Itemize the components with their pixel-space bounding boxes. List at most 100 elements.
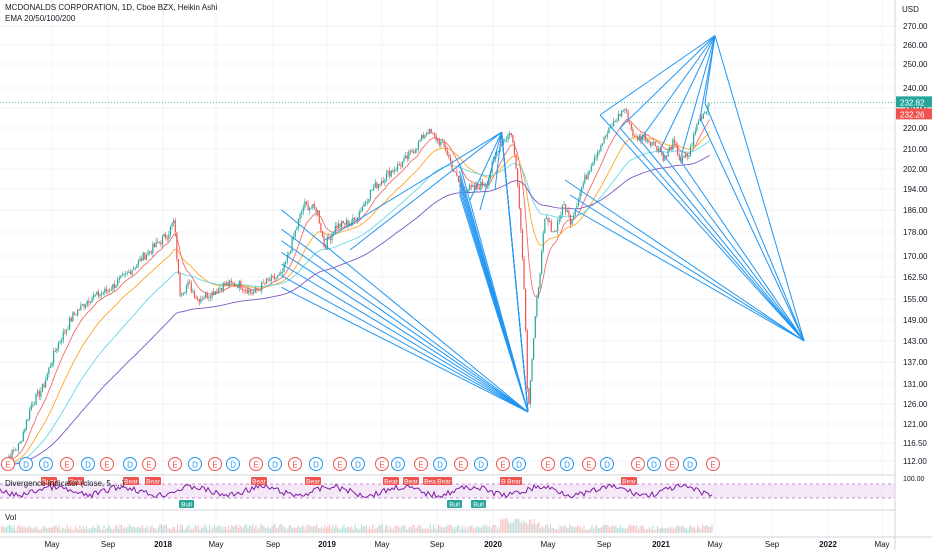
dividend-marker[interactable] xyxy=(19,457,33,471)
earnings-marker[interactable] xyxy=(1,457,15,471)
fib-fan-line[interactable] xyxy=(564,179,805,342)
earnings-marker[interactable] xyxy=(142,457,156,471)
fib-fan-line[interactable] xyxy=(679,159,805,342)
oscillator-label[interactable]: Divergence Indicator (close, 5, ...) xyxy=(5,479,125,488)
volume-bar xyxy=(325,527,327,533)
price-axis[interactable]: USD 112.00 116.50 121.00 126.00 131.00 137.00 1… xyxy=(894,0,932,550)
earnings-marker[interactable] xyxy=(454,457,468,471)
symbol-title[interactable]: MCDONALDS CORPORATION, 1D, Cboe BZX, Hei… xyxy=(5,3,218,12)
dividend-marker[interactable] xyxy=(226,457,240,471)
fib-fan-drawings[interactable] xyxy=(281,35,805,413)
fib-fan-line[interactable] xyxy=(569,194,805,342)
fib-fan-line[interactable] xyxy=(619,35,716,129)
volume-bar xyxy=(495,525,497,533)
price-tick-label: 112.00 xyxy=(903,457,927,466)
earnings-marker[interactable] xyxy=(375,457,389,471)
fib-fan-line[interactable] xyxy=(659,35,716,151)
earnings-marker[interactable] xyxy=(288,457,302,471)
volume-bar xyxy=(337,527,339,533)
dividend-marker[interactable] xyxy=(433,457,447,471)
earnings-marker[interactable] xyxy=(665,457,679,471)
candle-body xyxy=(41,384,44,392)
dividend-marker[interactable] xyxy=(309,457,323,471)
candle-body xyxy=(333,232,335,234)
fib-fan-line[interactable] xyxy=(459,163,529,413)
fib-fan-line[interactable] xyxy=(679,35,716,161)
event-marker-label: E xyxy=(500,461,505,470)
candle-body xyxy=(246,290,248,294)
candle-body xyxy=(704,111,706,114)
candle-body xyxy=(49,366,52,368)
fib-fan-line[interactable] xyxy=(599,114,805,342)
dividend-marker[interactable] xyxy=(560,457,574,471)
earnings-marker[interactable] xyxy=(582,457,596,471)
earnings-marker[interactable] xyxy=(208,457,222,471)
dividend-marker[interactable] xyxy=(474,457,488,471)
dividend-marker[interactable] xyxy=(188,457,202,471)
earnings-marker[interactable] xyxy=(333,457,347,471)
earnings-marker[interactable] xyxy=(414,457,428,471)
volume-bar xyxy=(349,527,351,533)
earnings-marker[interactable] xyxy=(168,457,182,471)
earnings-marker[interactable] xyxy=(100,457,114,471)
fib-fan-line[interactable] xyxy=(281,240,529,413)
candle-body xyxy=(80,304,82,310)
ema-100-line xyxy=(0,140,710,466)
earnings-marker[interactable] xyxy=(496,457,510,471)
dividend-marker[interactable] xyxy=(600,457,614,471)
fib-fan-line[interactable] xyxy=(479,132,503,211)
dividend-marker[interactable] xyxy=(39,457,53,471)
fib-fan-line[interactable] xyxy=(619,127,805,342)
volume-bar xyxy=(105,529,107,533)
fib-fan-line[interactable] xyxy=(281,251,529,413)
fib-fan-line[interactable] xyxy=(699,117,805,342)
fib-fan-line[interactable] xyxy=(281,263,529,413)
fib-fan-line[interactable] xyxy=(494,132,503,191)
fib-fan-line[interactable] xyxy=(349,131,502,251)
volume-bar xyxy=(281,524,283,533)
fib-fan-line[interactable] xyxy=(639,139,805,342)
dividend-marker[interactable] xyxy=(81,457,95,471)
fib-fan-line[interactable] xyxy=(659,149,805,342)
fib-fan-line[interactable] xyxy=(574,209,805,342)
ema-legend[interactable]: EMA 20/50/100/200 xyxy=(5,14,76,23)
earnings-marker[interactable] xyxy=(541,457,555,471)
fib-fan-line[interactable] xyxy=(281,209,529,413)
fib-fan-line[interactable] xyxy=(501,132,529,413)
fib-fan-line[interactable] xyxy=(281,228,529,413)
volume-label[interactable]: Vol xyxy=(5,513,17,522)
dividend-marker[interactable] xyxy=(512,457,526,471)
dividend-marker[interactable] xyxy=(268,457,282,471)
fib-fan-line[interactable] xyxy=(704,102,805,342)
fib-fan-line[interactable] xyxy=(704,35,716,104)
fib-fan-line[interactable] xyxy=(714,35,805,342)
candle-body xyxy=(81,304,84,305)
candle-body xyxy=(547,217,549,222)
fib-fan-line[interactable] xyxy=(599,35,716,116)
bull-tag xyxy=(447,500,462,508)
dividend-marker[interactable] xyxy=(123,457,137,471)
fib-fan-line[interactable] xyxy=(324,131,502,241)
dividend-marker[interactable] xyxy=(683,457,697,471)
fib-fan-line[interactable] xyxy=(469,131,503,201)
event-marker-label: D xyxy=(23,461,29,470)
fib-fan-line[interactable] xyxy=(639,35,716,141)
volume-bar xyxy=(297,526,299,533)
dividend-marker[interactable] xyxy=(351,457,365,471)
fib-fan-line[interactable] xyxy=(281,286,529,413)
volume-bar xyxy=(389,526,391,533)
earnings-marker[interactable] xyxy=(706,457,720,471)
dividend-marker[interactable] xyxy=(647,457,661,471)
earnings-marker[interactable] xyxy=(631,457,645,471)
candle-body xyxy=(25,419,28,429)
volume-bar xyxy=(465,526,467,533)
volume-bar xyxy=(433,524,435,533)
fib-fan-line[interactable] xyxy=(281,275,529,413)
candle-body xyxy=(232,282,234,284)
earnings-marker[interactable] xyxy=(249,457,263,471)
earnings-marker[interactable] xyxy=(60,457,74,471)
dividend-marker[interactable] xyxy=(391,457,405,471)
time-axis[interactable]: May Sep 2018 May Sep 2019 May Sep 2020 May Sep 2021… xyxy=(0,536,932,549)
